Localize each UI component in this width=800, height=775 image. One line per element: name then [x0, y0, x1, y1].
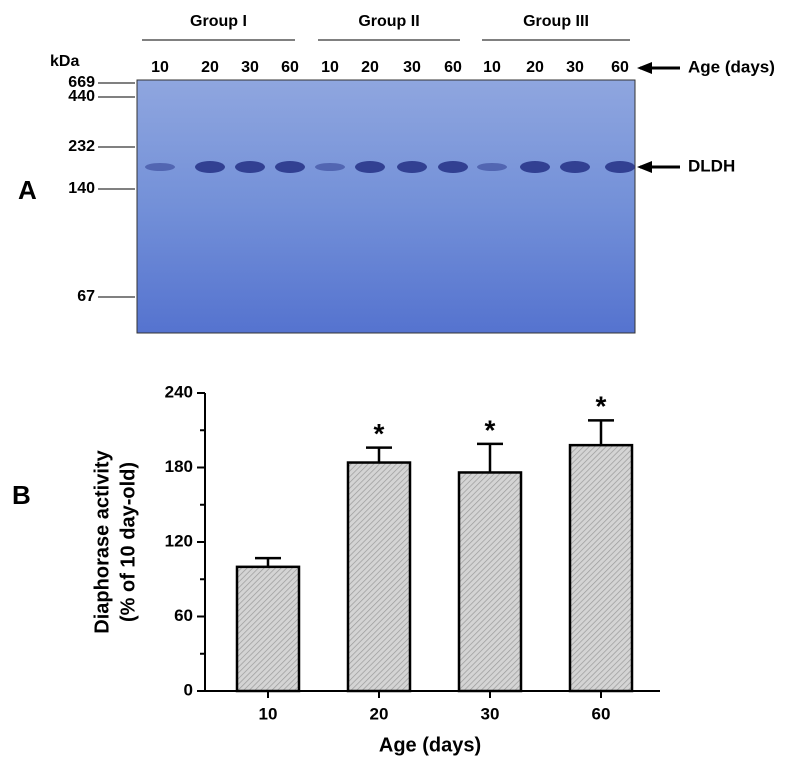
error-bar [588, 419, 614, 446]
x-axis-label: Age (days) [379, 734, 481, 756]
bar-chart: 0 60 120 180 240 10 20 * 30 * 60 * Age (days) Diaphor… [91, 382, 660, 756]
y-tick-label: 60 [174, 606, 193, 625]
bar [235, 565, 301, 693]
error-bar [477, 442, 503, 473]
gel-band [355, 161, 385, 173]
x-tick-label: 60 [592, 704, 611, 723]
y-tick-label: 0 [184, 680, 193, 699]
group-label: Group II [358, 13, 419, 30]
marker-label: 140 [68, 180, 95, 197]
marker-label: 67 [77, 288, 95, 305]
lane-label: 60 [611, 59, 629, 76]
lane-axis-label: Age (days) [688, 57, 775, 76]
lane-label: 60 [444, 59, 462, 76]
gel-band [315, 163, 345, 171]
band-label: DLDH [688, 156, 735, 175]
gel-band [438, 161, 468, 173]
significance-mark: * [485, 414, 496, 445]
panel-label: A [18, 175, 37, 205]
gel-band [520, 161, 550, 173]
gel-band [605, 161, 635, 173]
panel-label: B [12, 480, 31, 510]
marker-label: 232 [68, 138, 95, 155]
arrow-head [637, 62, 652, 74]
group-label: Group III [523, 13, 589, 30]
error-bar [366, 446, 392, 463]
bar [457, 471, 523, 693]
marker-label: 669 [68, 74, 95, 91]
significance-mark: * [596, 391, 607, 422]
gel-band [397, 161, 427, 173]
gel-band [275, 161, 305, 173]
y-tick-label: 120 [165, 531, 193, 550]
lane-label: 20 [201, 59, 219, 76]
x-tick-label: 20 [370, 704, 389, 723]
gel-band [145, 163, 175, 171]
significance-mark: * [374, 418, 385, 449]
lane-label: 20 [361, 59, 379, 76]
y-tick-label: 180 [165, 457, 193, 476]
y-axis-label: Diaphorase activity [91, 449, 113, 633]
gel-band [235, 161, 265, 173]
x-tick-label: 30 [481, 704, 500, 723]
y-axis-label: (% of 10 day-old) [117, 462, 139, 622]
x-tick-label: 10 [259, 704, 278, 723]
gel-image [136, 79, 636, 334]
y-tick-label: 240 [165, 382, 193, 401]
marker-label: 440 [68, 88, 95, 105]
lane-label: 10 [321, 59, 339, 76]
group-label: Group I [190, 13, 247, 30]
arrow-head [637, 161, 652, 173]
gel-band [477, 163, 507, 171]
lane-label: 30 [566, 59, 584, 76]
bar [346, 461, 412, 693]
lane-label: 10 [483, 59, 501, 76]
lane-label: 30 [403, 59, 421, 76]
lane-label: 30 [241, 59, 259, 76]
bar [568, 443, 634, 693]
gel-band [560, 161, 590, 173]
gel-band [195, 161, 225, 173]
lane-label: 60 [281, 59, 299, 76]
lane-label: 20 [526, 59, 544, 76]
lane-label: 10 [151, 59, 169, 76]
error-bar [255, 556, 281, 567]
unit-label: kDa [50, 53, 79, 70]
